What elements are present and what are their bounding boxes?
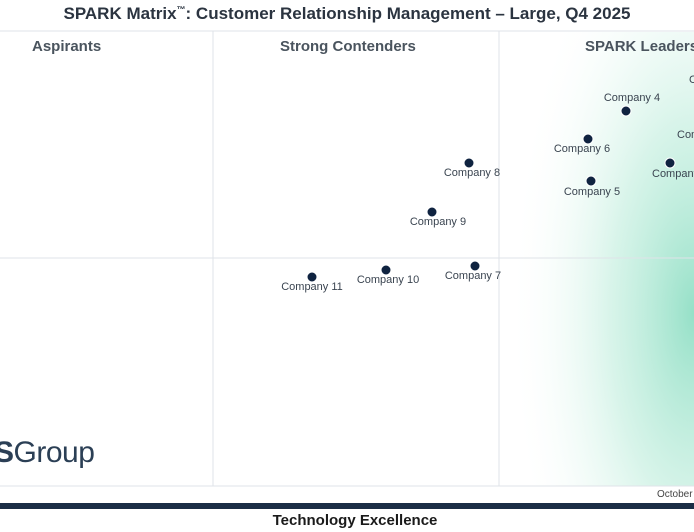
group-logo: SGroup bbox=[0, 436, 95, 470]
data-point-label: Company bbox=[652, 168, 694, 180]
clipped-label-right: Com bbox=[677, 129, 694, 141]
data-point-label: Company 4 bbox=[604, 92, 660, 104]
title-prefix: SPARK Matrix bbox=[63, 4, 177, 23]
data-point-company-6 bbox=[582, 133, 594, 145]
data-point-label: Company 7 bbox=[445, 270, 501, 282]
data-point-company-5 bbox=[585, 175, 597, 187]
logo-text: Group bbox=[13, 436, 95, 469]
data-point-company-10 bbox=[380, 264, 392, 276]
leader-zone-gradient bbox=[499, 32, 694, 486]
data-point-label: Company 9 bbox=[410, 216, 466, 228]
x-axis-label: Technology Excellence bbox=[272, 512, 438, 529]
data-point-label: Company 5 bbox=[564, 186, 620, 198]
chart-title: SPARK Matrix™: Customer Relationship Man… bbox=[0, 4, 694, 24]
quadrant-label-aspirants: Aspirants bbox=[32, 38, 101, 55]
data-point-com bbox=[664, 157, 676, 169]
data-point-company-11 bbox=[306, 271, 318, 283]
quadrant-label-strong-contenders: Strong Contenders bbox=[280, 38, 416, 55]
trademark-mark: ™ bbox=[176, 4, 186, 15]
data-points: Company 4 Company 6 Company 5 Company 8 Comp… bbox=[281, 92, 694, 293]
data-point-company-9 bbox=[426, 206, 438, 218]
data-point-label: Company 10 bbox=[357, 274, 419, 286]
date-note: October bbox=[657, 489, 693, 500]
data-point-label: Company 6 bbox=[554, 143, 610, 155]
title-suffix: : Customer Relationship Management – Lar… bbox=[185, 4, 631, 23]
clipped-label-top-right: C bbox=[689, 74, 694, 86]
data-point-label: Company 11 bbox=[281, 281, 343, 293]
data-point-company-8 bbox=[463, 157, 475, 169]
logo-mark: S bbox=[0, 436, 14, 469]
quadrant-grid bbox=[0, 30, 694, 487]
data-point-label: Company 8 bbox=[444, 167, 500, 179]
data-point-company-7 bbox=[469, 260, 481, 272]
quadrant-label-spark-leaders: SPARK Leaders bbox=[585, 38, 694, 55]
data-point-company-4 bbox=[620, 105, 632, 117]
bottom-bar bbox=[0, 503, 694, 509]
